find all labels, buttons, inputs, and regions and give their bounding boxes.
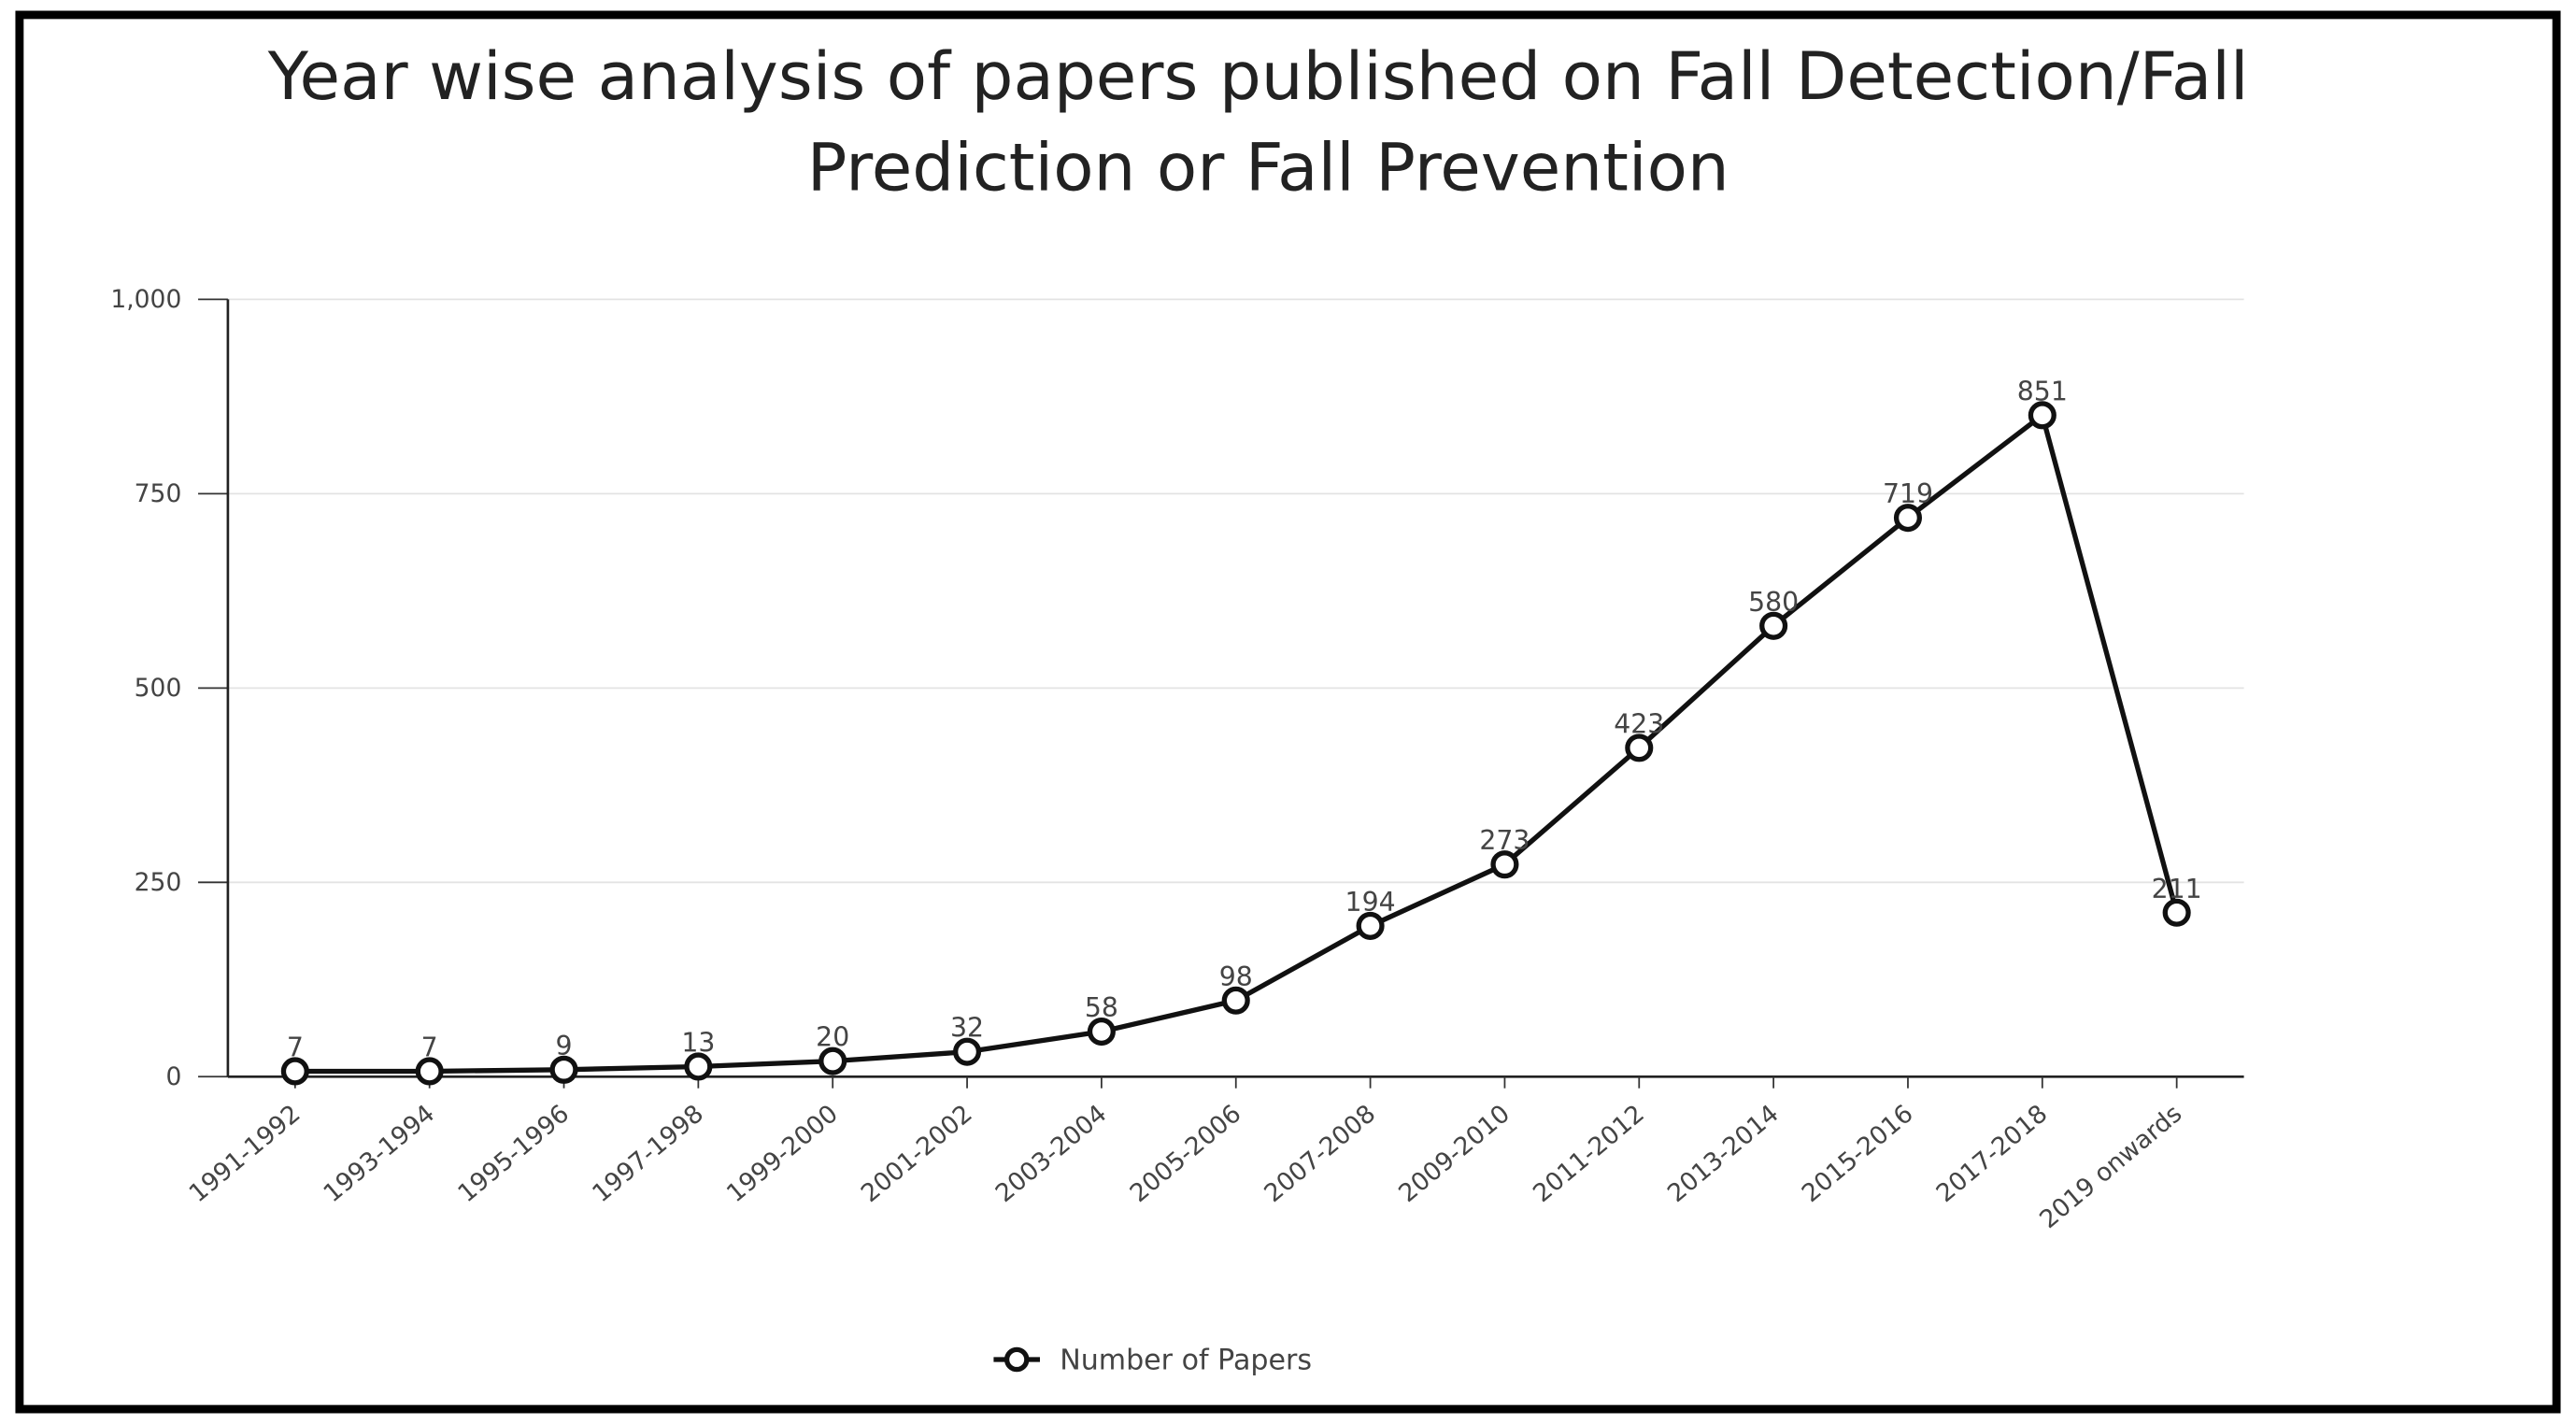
value-label: 851 — [2017, 376, 2068, 406]
value-label: 13 — [681, 1028, 715, 1059]
data-point — [280, 1057, 309, 1086]
value-label: 7 — [287, 1032, 304, 1063]
value-label: 9 — [556, 1031, 573, 1061]
data-point — [1087, 1017, 1116, 1047]
data-point — [1221, 986, 1250, 1015]
data-point — [1625, 733, 1654, 762]
legend-label: Number of Papers — [1060, 1345, 1312, 1377]
data-point — [953, 1037, 982, 1066]
chart-title: Prediction or Fall Prevention — [807, 129, 1729, 206]
value-label: 32 — [950, 1013, 984, 1044]
value-label: 580 — [1748, 587, 1799, 618]
chart-title: Year wise analysis of papers published o… — [267, 37, 2249, 115]
value-label: 211 — [2152, 874, 2202, 904]
data-point — [1893, 504, 1923, 533]
data-point — [2162, 898, 2191, 927]
value-label: 719 — [1883, 478, 1933, 509]
value-label: 98 — [1219, 961, 1253, 992]
y-tick-label: 1,000 — [110, 285, 181, 314]
y-tick-label: 750 — [135, 479, 182, 508]
value-label: 194 — [1345, 887, 1396, 918]
data-point — [2028, 401, 2057, 430]
value-label: 20 — [816, 1022, 849, 1053]
data-point — [1356, 911, 1385, 940]
legend-marker — [1003, 1346, 1030, 1373]
data-point — [1490, 850, 1519, 879]
value-label: 423 — [1614, 708, 1664, 739]
data-point — [818, 1047, 847, 1075]
y-tick-label: 500 — [135, 674, 182, 703]
frame — [15, 10, 2561, 1414]
data-point — [415, 1057, 444, 1086]
value-label: 58 — [1085, 992, 1118, 1023]
y-tick-label: 250 — [135, 868, 182, 897]
data-point — [1759, 611, 1788, 640]
value-label: 273 — [1479, 825, 1530, 856]
value-label: 7 — [421, 1032, 438, 1063]
data-point — [684, 1052, 713, 1081]
data-point — [549, 1055, 578, 1084]
y-tick-label: 0 — [165, 1062, 181, 1091]
